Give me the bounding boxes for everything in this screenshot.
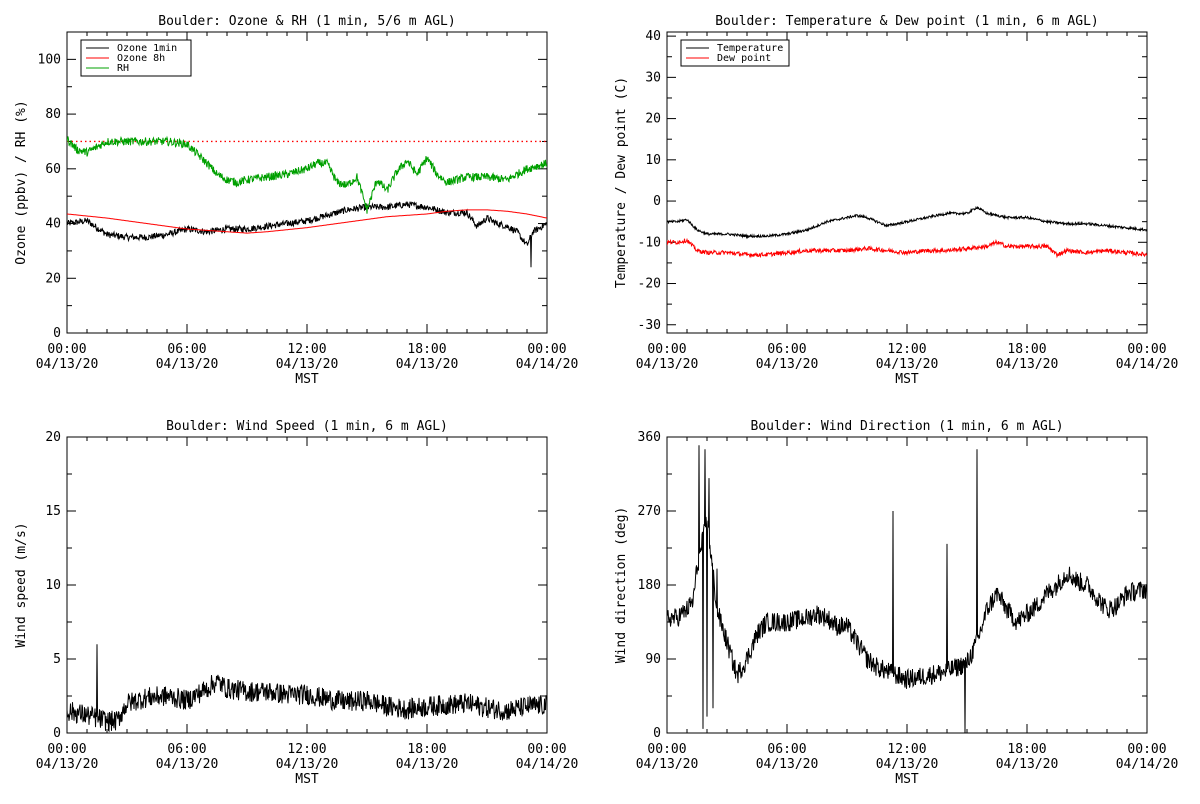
x-tick-label-time: 00:00 [47,342,86,357]
x-tick-label-date: 04/13/20 [876,757,939,772]
chart-title: Boulder: Temperature & Dew point (1 min,… [715,14,1099,29]
x-tick-label-date: 04/13/20 [36,757,99,772]
x-tick-label-time: 18:00 [407,742,446,757]
y-tick-label: -30 [638,318,661,333]
y-tick-label: 20 [45,430,61,445]
y-tick-label: 270 [638,504,661,519]
y-tick-label: 60 [45,162,61,177]
x-tick-label-time: 12:00 [887,342,926,357]
y-axis-label: Wind speed (m/s) [14,522,29,647]
series-line-wind-direction [667,445,1147,733]
x-tick-label-date: 04/14/20 [1116,757,1179,772]
x-tick-label-time: 18:00 [1007,742,1046,757]
x-tick-label-date: 04/13/20 [756,757,819,772]
x-tick-label-date: 04/13/20 [156,757,219,772]
y-tick-label: 0 [53,726,61,741]
y-tick-label: 90 [645,652,661,667]
panel-temp_dew: Boulder: Temperature & Dew point (1 min,… [614,14,1178,387]
x-tick-label-date: 04/14/20 [516,757,579,772]
y-tick-label: 30 [645,70,661,85]
y-tick-label: 10 [45,578,61,593]
x-tick-label-date: 04/13/20 [156,357,219,372]
x-tick-label-time: 00:00 [527,342,566,357]
y-tick-label: 0 [653,194,661,209]
panel-wind_speed: Boulder: Wind Speed (1 min, 6 m AGL) 0 5 10… [14,419,578,787]
x-tick-label-date: 04/13/20 [36,357,99,372]
panel-ozone_rh: Boulder: Ozone & RH (1 min, 5/6 m AGL) 0 2… [14,14,578,387]
x-tick-label-time: 00:00 [1127,342,1166,357]
y-tick-label: 0 [653,726,661,741]
legend-label: Dew point [717,53,771,64]
plot-frame [666,31,1148,334]
y-tick-label: 15 [45,504,61,519]
y-tick-label: 5 [53,652,61,667]
x-tick-label-date: 04/13/20 [996,357,1059,372]
y-tick-label: 20 [645,112,661,127]
series-line-wind-speed [67,644,547,733]
x-tick-label-time: 18:00 [407,342,446,357]
x-tick-label-date: 04/13/20 [756,357,819,372]
chart-title: Boulder: Wind Speed (1 min, 6 m AGL) [166,419,448,434]
series-line-dew-point [667,237,1147,259]
y-axis-label: Wind direction (deg) [614,507,629,664]
x-axis-label: MST [895,772,919,787]
x-tick-label-time: 12:00 [287,342,326,357]
y-axis-label: Ozone (ppbv) / RH (%) [14,100,29,264]
y-tick-label: 10 [645,153,661,168]
legend-label: Temperature [717,43,783,54]
x-tick-label-date: 04/13/20 [396,757,459,772]
chart-title: Boulder: Wind Direction (1 min, 6 m AGL) [750,419,1063,434]
y-tick-label: -20 [638,277,661,292]
x-tick-label-date: 04/13/20 [396,357,459,372]
x-tick-label-time: 06:00 [167,342,206,357]
x-axis-label: MST [295,372,319,387]
y-tick-label: 40 [645,29,661,44]
x-tick-label-time: 06:00 [167,742,206,757]
y-tick-label: 180 [638,578,661,593]
x-tick-label-time: 06:00 [767,342,806,357]
y-tick-label: 360 [638,430,661,445]
y-tick-label: 40 [45,217,61,232]
x-tick-label-time: 06:00 [767,742,806,757]
plot-frame [66,31,548,334]
x-tick-label-time: 00:00 [647,342,686,357]
series-line-temperature [667,205,1147,240]
panel-wind_dir: Boulder: Wind Direction (1 min, 6 m AGL)… [614,419,1178,787]
x-tick-label-time: 00:00 [647,742,686,757]
x-tick-label-time: 12:00 [887,742,926,757]
y-tick-label: 80 [45,107,61,122]
x-tick-label-time: 18:00 [1007,342,1046,357]
x-tick-label-date: 04/13/20 [276,357,339,372]
y-tick-label: 100 [38,52,61,67]
x-tick-label-time: 00:00 [1127,742,1166,757]
x-tick-label-date: 04/14/20 [1116,357,1179,372]
series-line-rh [67,135,547,214]
x-axis-label: MST [895,372,919,387]
x-axis-label: MST [295,772,319,787]
series-line-ozone-1min [67,201,547,268]
x-tick-label-time: 00:00 [527,742,566,757]
x-tick-label-date: 04/13/20 [996,757,1059,772]
y-tick-label: 20 [45,271,61,286]
x-tick-label-time: 12:00 [287,742,326,757]
x-tick-label-date: 04/13/20 [636,757,699,772]
x-tick-label-date: 04/13/20 [876,357,939,372]
y-tick-label: -10 [638,235,661,250]
x-tick-label-time: 00:00 [47,742,86,757]
chart-title: Boulder: Ozone & RH (1 min, 5/6 m AGL) [158,14,455,29]
y-axis-label: Temperature / Dew point (C) [614,77,629,288]
x-tick-label-date: 04/13/20 [636,357,699,372]
x-tick-label-date: 04/14/20 [516,357,579,372]
series-line-ozone-8h [67,209,547,234]
legend-label: Ozone 8h [117,53,165,64]
x-tick-label-date: 04/13/20 [276,757,339,772]
legend-label: RH [117,63,129,74]
legend-label: Ozone 1min [117,43,177,54]
y-tick-label: 0 [53,326,61,341]
